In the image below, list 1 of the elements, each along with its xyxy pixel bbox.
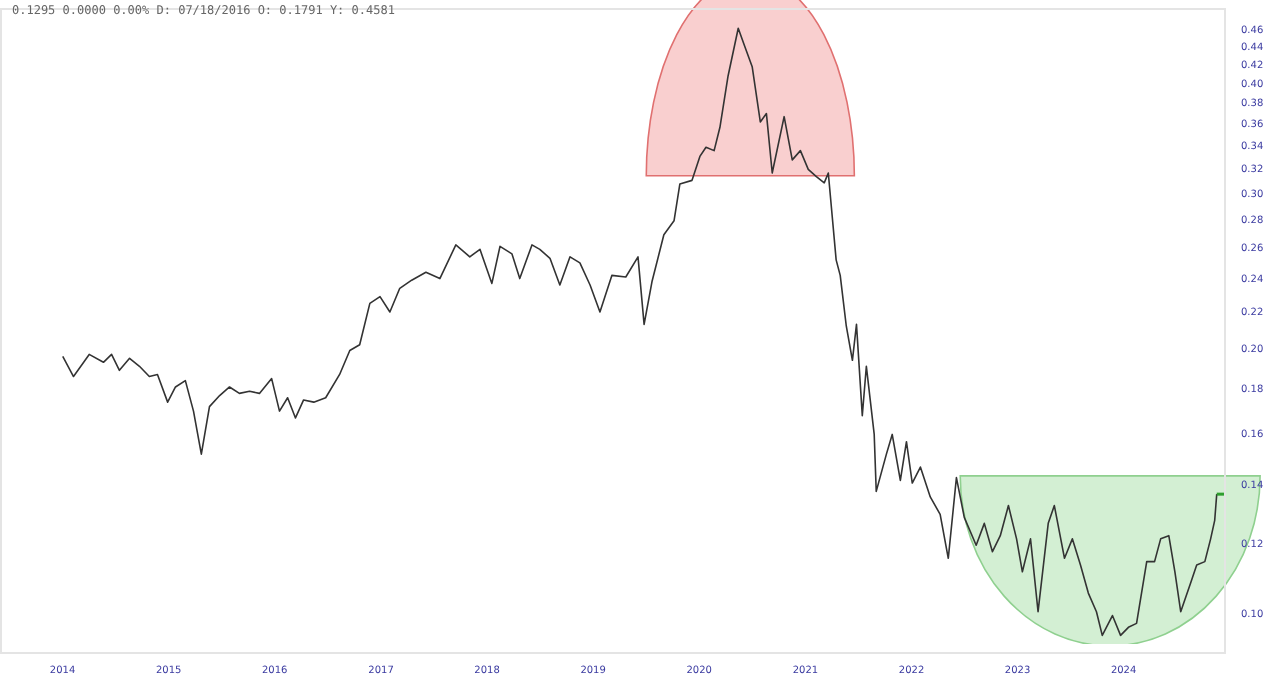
line-series: [61, 27, 1218, 637]
